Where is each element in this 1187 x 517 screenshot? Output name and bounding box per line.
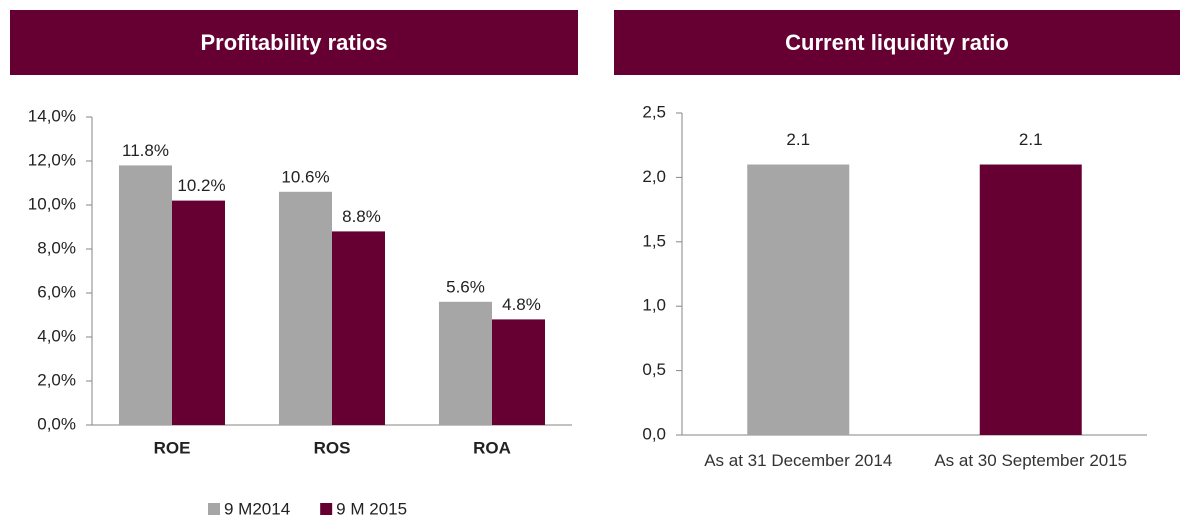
legend-swatch (208, 503, 220, 515)
value-label: 10.6% (281, 167, 329, 186)
y-tick-label: 1,0 (642, 296, 666, 315)
x-tick-label: ROA (473, 438, 511, 457)
bar (492, 319, 545, 425)
y-tick-label: 1,5 (642, 231, 666, 250)
y-tick-label: 4,0% (37, 326, 76, 345)
y-tick-label: 12,0% (28, 150, 76, 169)
value-label: 4.8% (502, 295, 541, 314)
title-banner (10, 10, 578, 75)
bar (747, 164, 850, 435)
value-label: 5.6% (446, 277, 485, 296)
value-label: 2.1 (786, 130, 810, 149)
bar (172, 200, 225, 425)
value-label: 2.1 (1019, 130, 1043, 149)
y-tick-label: 10,0% (28, 194, 76, 213)
legend-label: 9 M 2015 (336, 499, 407, 517)
value-label: 11.8% (122, 141, 169, 160)
chart-title: Current liquidity ratio (785, 30, 1009, 55)
y-tick-label: 2,0% (37, 370, 76, 389)
bar (979, 164, 1082, 435)
legend-label: 9 M2014 (224, 499, 290, 517)
y-tick-label: 8,0% (37, 238, 76, 257)
y-tick-label: 2,0 (642, 167, 666, 186)
y-tick-label: 6,0% (37, 282, 76, 301)
y-tick-label: 14,0% (28, 106, 76, 125)
y-tick-label: 0,0% (37, 414, 76, 433)
value-label: 8.8% (342, 207, 381, 226)
value-label: 10.2% (177, 176, 225, 195)
bar (439, 301, 492, 425)
bar (119, 165, 172, 425)
title-banner (614, 10, 1180, 75)
x-tick-label: ROS (314, 438, 351, 457)
x-tick-label: As at 31 December 2014 (704, 451, 893, 470)
legend-swatch (320, 503, 333, 515)
chart-title: Profitability ratios (200, 30, 387, 55)
y-tick-label: 0,5 (642, 360, 666, 379)
x-tick-label: As at 30 September 2015 (934, 451, 1128, 470)
y-tick-label: 0,0 (642, 424, 666, 443)
x-tick-label: ROE (154, 438, 191, 457)
y-tick-label: 2,5 (642, 102, 666, 121)
bar (332, 231, 385, 425)
bar (279, 191, 332, 425)
